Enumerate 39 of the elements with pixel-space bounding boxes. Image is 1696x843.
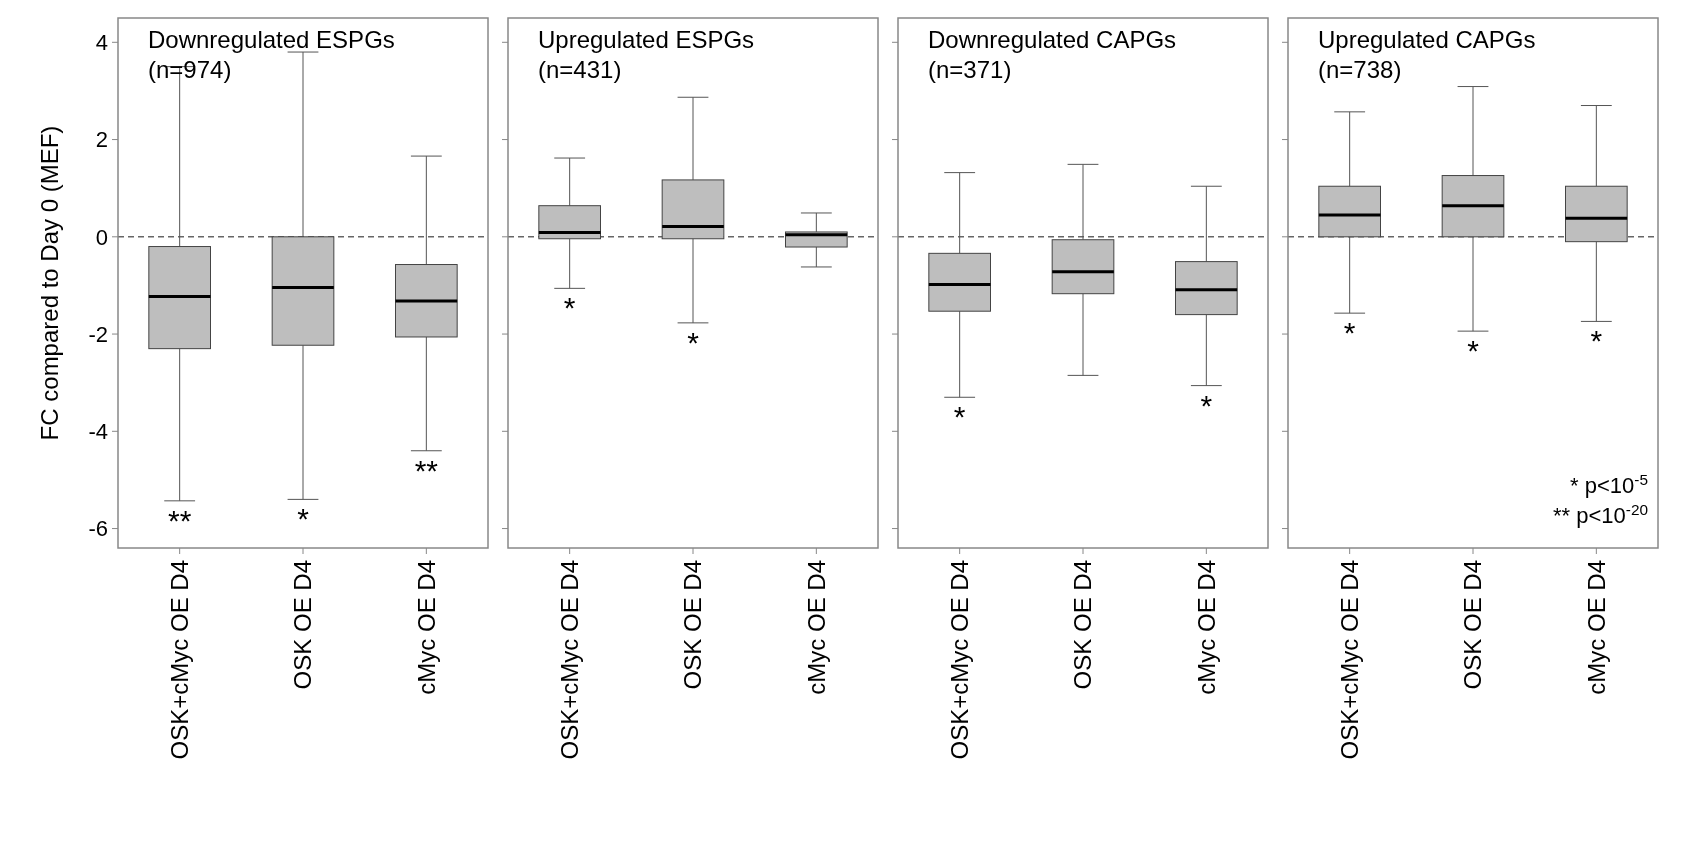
x-tick-label: OSK+cMyc OE D4 — [556, 560, 584, 760]
annotation: * — [1590, 324, 1603, 358]
annotation: * — [1467, 334, 1480, 368]
y-tick-label: -4 — [88, 419, 108, 444]
annotation: ** p<10$^{-20}$ — [1552, 500, 1648, 528]
y-tick-label: 2 — [95, 127, 108, 153]
x-tick-label: OSK OE D4 — [289, 560, 317, 690]
x-tick-label: cMyc OE D4 — [412, 560, 440, 695]
y-tick-label: 0 — [95, 224, 108, 250]
x-tick-label: OSK OE D4 — [679, 560, 707, 690]
annotation: ** — [167, 503, 192, 537]
text: (n=974) — [148, 56, 232, 83]
x-tick-label: OSK OE D4 — [1459, 560, 1487, 690]
x-tick-label: cMyc OE D4 — [802, 560, 830, 695]
y-tick-label: -2 — [88, 321, 108, 347]
text: (n=431) — [538, 56, 622, 83]
text: (n=371) — [928, 56, 1012, 83]
annotation: ** — [414, 453, 439, 487]
chart-title: Upregulated ESPGs — [538, 26, 755, 53]
x-tick-label: OSK+cMyc OE D4 — [166, 560, 194, 760]
x-tick-label: cMyc OE D4 — [1582, 560, 1610, 695]
annotation: * — [953, 400, 966, 434]
annotation: * p<10$^{-5}$ — [1570, 470, 1648, 498]
x-tick-label: cMyc OE D4 — [1192, 560, 1220, 695]
annotation: * — [297, 502, 310, 536]
annotation: * — [563, 291, 576, 325]
y-axis-title: FC compared to Day 0 (MEF) — [36, 125, 63, 441]
text: (n=738) — [1318, 56, 1402, 83]
chart-title: Downregulated ESPGs — [148, 26, 395, 53]
annotation: * — [1343, 316, 1356, 350]
annotation: * — [687, 325, 700, 359]
x-tick-label: OSK+cMyc OE D4 — [1336, 560, 1364, 760]
chart-title: Upregulated CAPGs — [1318, 26, 1536, 53]
x-tick-label: OSK+cMyc OE D4 — [946, 560, 974, 760]
chart-title: Downregulated CAPGs — [928, 26, 1177, 53]
y-tick-label: 4 — [95, 30, 108, 56]
y-tick-label: -6 — [88, 516, 108, 542]
x-tick-label: OSK OE D4 — [1069, 560, 1097, 690]
annotation: * — [1200, 388, 1213, 422]
